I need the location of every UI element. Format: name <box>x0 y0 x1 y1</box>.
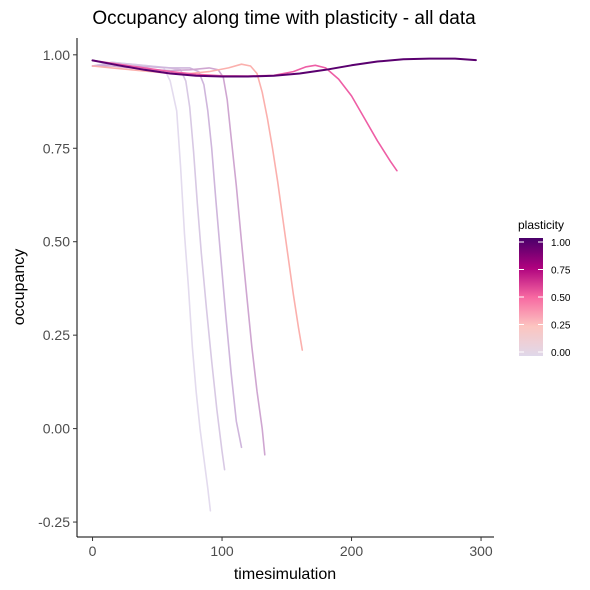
y-tick-label: 0.75 <box>43 140 70 156</box>
series-line-6 <box>91 57 477 78</box>
y-axis-ticks: -0.25 0.00 0.25 0.50 0.75 1.00 <box>38 47 77 530</box>
series-line-3 <box>91 65 266 456</box>
x-tick-label: 200 <box>340 543 364 559</box>
legend-label: 0.00 <box>551 348 571 359</box>
y-tick-label: 1.00 <box>43 47 70 63</box>
y-tick-label: 0.00 <box>43 421 70 437</box>
legend-label: 0.25 <box>551 321 571 332</box>
legend-ticks: 1.00 0.75 0.50 0.25 0.00 <box>519 238 571 359</box>
x-tick-label: 0 <box>89 543 97 559</box>
legend-label: 0.50 <box>551 293 571 304</box>
y-axis-title: occupancy <box>11 249 28 326</box>
x-tick-label: 300 <box>469 543 493 559</box>
x-tick-label: 100 <box>210 543 234 559</box>
legend-label: 0.75 <box>551 266 571 277</box>
legend: plasticity 1.00 0.75 0.50 0.25 0.00 <box>518 218 571 359</box>
series-line-2 <box>91 63 243 449</box>
series-line-1 <box>91 61 226 471</box>
legend-label: 1.00 <box>551 238 571 249</box>
series-line-5 <box>91 59 398 172</box>
legend-title: plasticity <box>518 218 564 232</box>
y-tick-label: 0.25 <box>43 327 70 343</box>
series-line-0 <box>91 61 212 512</box>
x-axis-title: timesimulation <box>234 566 336 583</box>
x-axis-ticks: 0 100 200 300 <box>89 537 493 559</box>
chart-title: Occupancy along time with plasticity - a… <box>92 8 476 29</box>
series-lines <box>91 57 477 512</box>
y-tick-label: 0.50 <box>43 234 70 250</box>
y-tick-label: -0.25 <box>38 514 70 530</box>
